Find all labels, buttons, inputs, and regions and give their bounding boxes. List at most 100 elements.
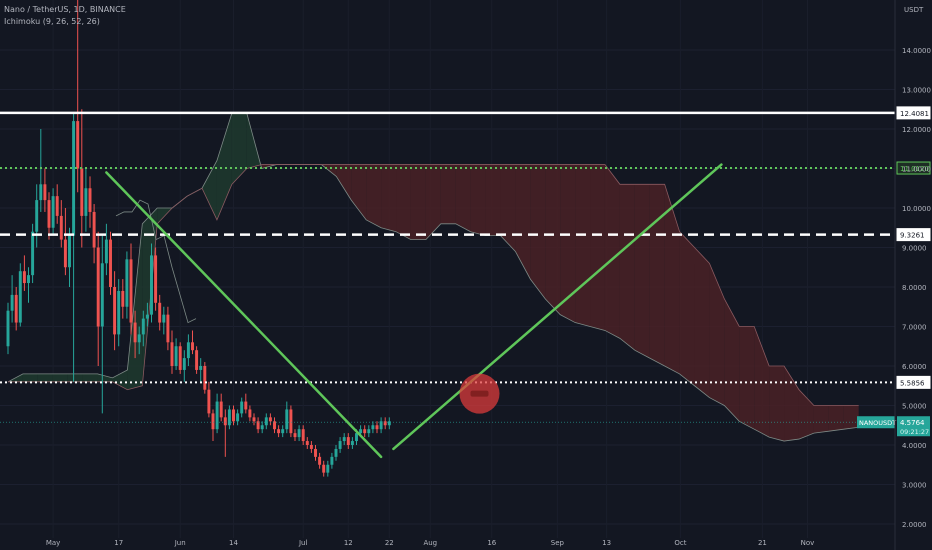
cloud-segment [545, 164, 561, 315]
y-tick-label: 11.0000 [902, 166, 931, 174]
no-entry-marker[interactable] [459, 373, 500, 414]
candle-body [289, 409, 293, 434]
candle-body [346, 437, 350, 445]
candle [191, 330, 194, 355]
candle-body [260, 425, 264, 430]
symbol-tag [857, 416, 895, 429]
candle [150, 243, 153, 323]
candle [256, 417, 260, 434]
candle-body [256, 421, 260, 430]
candle-body [195, 350, 199, 370]
candle [371, 421, 375, 434]
cloud-segment [127, 223, 143, 390]
candle-body [182, 358, 186, 370]
symbol-tag-label: NANOUSDT [859, 419, 896, 427]
candle-body [359, 429, 363, 434]
cloud-segment [351, 164, 367, 220]
cloud-segment [396, 164, 411, 240]
candle-body [68, 235, 71, 268]
candle-body [252, 417, 256, 422]
x-tick-label: 22 [385, 539, 394, 547]
candle-body [76, 121, 80, 169]
x-tick-label: Oct [674, 539, 686, 547]
candle [244, 393, 248, 414]
candle [76, 0, 80, 193]
cloud-segment [634, 184, 650, 359]
cloud-segment [97, 373, 113, 382]
candle-body [240, 401, 244, 414]
candle-body [55, 196, 59, 216]
level-tag [896, 161, 931, 175]
candle [35, 184, 39, 248]
candle-body [334, 448, 338, 457]
candle-body [219, 401, 223, 418]
span-b-line [8, 164, 859, 406]
candle-body [39, 184, 43, 201]
candle [39, 129, 43, 212]
currency-label: USDT [904, 6, 924, 14]
cloud-segment [679, 231, 695, 386]
cloud-segment [560, 164, 576, 323]
candle-body [158, 302, 162, 323]
candle [117, 279, 121, 347]
symbol-title[interactable]: Nano / TetherUS, 1D, BINANCE [4, 5, 126, 14]
candle [162, 306, 166, 335]
candle-body [293, 433, 297, 438]
candle-body [281, 429, 285, 434]
candle [141, 310, 145, 347]
candle [293, 429, 297, 442]
candle [109, 231, 112, 295]
cloud-segment [410, 164, 426, 240]
x-tick-label: Jul [298, 539, 308, 547]
cloud-segment [590, 164, 605, 331]
y-tick-label: 3.0000 [902, 482, 927, 490]
candle [55, 184, 59, 224]
candle-body [236, 413, 240, 422]
candle [375, 421, 379, 434]
candle [92, 204, 96, 264]
price-axis: 2.0000 3.0000 4.0000 5.0000 6.0000 7.0000 8.00… [894, 0, 931, 550]
candle-body [305, 441, 309, 445]
candle [211, 409, 215, 442]
candle-body [117, 290, 121, 335]
x-tick-label: 14 [229, 539, 238, 547]
candle-body [137, 334, 141, 343]
cloud-segment [366, 164, 382, 228]
candle [31, 223, 35, 284]
candle-body [174, 346, 178, 366]
indicator-title[interactable]: Ichimoku (9, 26, 52, 26) [4, 17, 100, 26]
cloud-segment [381, 164, 397, 232]
cloud-segment [455, 164, 471, 232]
candle [334, 445, 338, 461]
candle-body [125, 259, 129, 307]
cloud-segment [619, 184, 635, 351]
candle-body [51, 196, 55, 228]
cloud-segment [336, 164, 352, 201]
candle-body [121, 290, 125, 307]
x-tick-label: 17 [114, 539, 123, 547]
candle-body [104, 239, 108, 264]
cloud-segment [67, 373, 83, 382]
candle [379, 417, 383, 434]
candle-body [47, 200, 51, 228]
cloud-segment [82, 373, 98, 382]
candle [158, 294, 162, 331]
candle [203, 362, 207, 394]
candle-body [154, 255, 158, 303]
candle [215, 393, 219, 434]
candle [199, 358, 203, 382]
candle-body [80, 168, 84, 216]
candle [326, 460, 330, 477]
ichimoku-cloud [7, 112, 859, 442]
candle [289, 405, 293, 438]
cloud-segment [470, 164, 486, 236]
candle-body [264, 417, 268, 426]
y-tick-label: 8.0000 [902, 284, 927, 292]
candle-body [244, 401, 248, 410]
x-tick-label: Aug [423, 539, 437, 547]
candle-body [227, 409, 231, 426]
grid [0, 49, 895, 525]
y-tick-label: 14.0000 [902, 47, 931, 55]
candle [346, 433, 350, 449]
candle [260, 421, 264, 434]
